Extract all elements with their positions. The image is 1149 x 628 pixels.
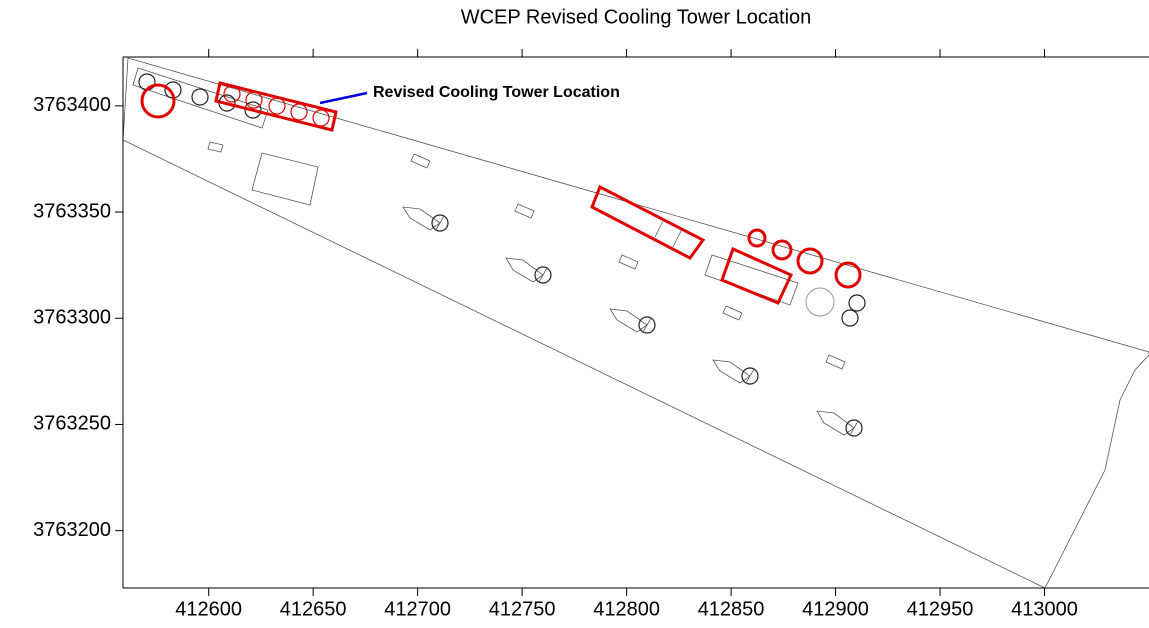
building bbox=[825, 354, 846, 370]
y-tick-label: 3763350 bbox=[33, 200, 111, 222]
building bbox=[514, 203, 535, 219]
annotation-arrow bbox=[319, 91, 368, 105]
map-title: WCEP Revised Cooling Tower Location bbox=[461, 6, 812, 28]
x-tick-label: 412850 bbox=[698, 598, 765, 620]
x-tick-label: 412650 bbox=[280, 598, 347, 620]
x-tick-label: 412600 bbox=[175, 598, 242, 620]
cooling-towers bbox=[140, 81, 862, 305]
site-drawing bbox=[122, 57, 1149, 589]
x-tick-label: 412800 bbox=[593, 598, 660, 620]
y-tick-label: 3763400 bbox=[33, 94, 111, 116]
x-tick-label: 412750 bbox=[489, 598, 556, 620]
x-tick-label: 412700 bbox=[384, 598, 451, 620]
x-tick-label: 413000 bbox=[1011, 598, 1078, 620]
building bbox=[704, 254, 799, 306]
building bbox=[410, 153, 431, 169]
building bbox=[618, 254, 639, 270]
stacks bbox=[138, 73, 866, 327]
turbine-units bbox=[402, 206, 863, 437]
annotation: Revised Cooling Tower Location bbox=[373, 84, 620, 101]
x-tick-label: 412950 bbox=[907, 598, 974, 620]
site-boundary bbox=[122, 57, 1149, 589]
building bbox=[251, 152, 319, 206]
y-tick-label: 3763250 bbox=[33, 413, 111, 435]
y-tick-label: 3763200 bbox=[33, 519, 111, 541]
y-tick-label: 3763300 bbox=[33, 307, 111, 329]
x-tick-label: 412900 bbox=[802, 598, 869, 620]
building bbox=[207, 141, 224, 153]
building bbox=[722, 305, 743, 321]
